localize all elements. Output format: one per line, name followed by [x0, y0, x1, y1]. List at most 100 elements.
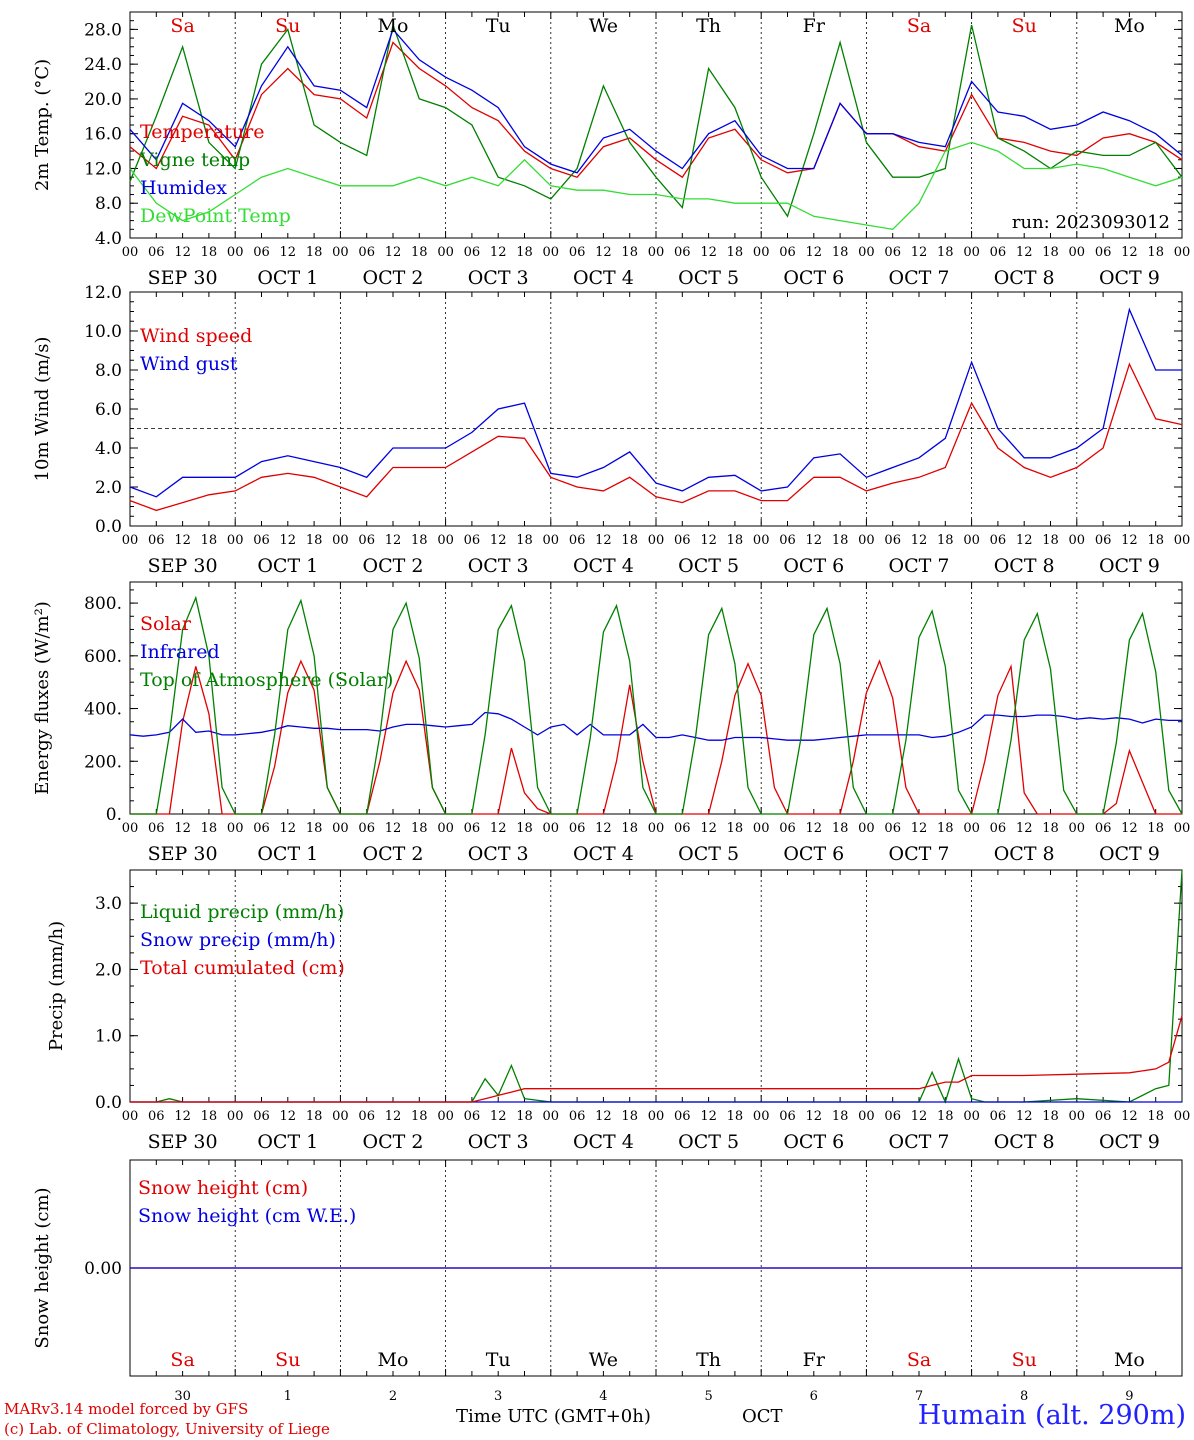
- hour-tick-label: 00: [437, 533, 454, 548]
- date-label: OCT 4: [573, 555, 634, 577]
- legend-entry-2: Wind gust: [140, 353, 238, 375]
- hour-tick-label: 00: [543, 821, 560, 836]
- date-label: OCT 6: [783, 843, 844, 865]
- hour-tick-label: 00: [648, 821, 665, 836]
- hour-tick-label: 12: [1016, 245, 1033, 260]
- y-axis-label: Energy fluxes (W/m²): [32, 601, 53, 795]
- hour-tick-label: 06: [674, 533, 691, 548]
- panel-5: 0.00 Snow height (cm) Snow height (cm) Snow…: [32, 1159, 1183, 1404]
- y-tick-label: 20.0: [84, 90, 122, 110]
- y-tick-label: 6.0: [95, 400, 122, 420]
- hour-tick-label: 12: [280, 821, 297, 836]
- date-label: OCT 2: [363, 267, 424, 289]
- hour-tick-label: 12: [700, 1109, 717, 1124]
- day-name: Fr: [803, 15, 826, 37]
- hour-tick-label: 18: [306, 533, 323, 548]
- y-axis-label: 10m Wind (m/s): [32, 337, 53, 482]
- legend-entry-2: Snow height (cm W.E.): [138, 1205, 356, 1227]
- day-name: Mo: [378, 1349, 409, 1371]
- hour-tick-label: 18: [937, 1109, 954, 1124]
- day-name: Th: [696, 1349, 721, 1371]
- date-label: OCT 1: [257, 267, 318, 289]
- y-tick-label: 600.: [84, 647, 122, 667]
- hour-tick-label: 18: [727, 245, 744, 260]
- date-label: SEP 30: [148, 267, 218, 289]
- date-label: OCT 7: [889, 555, 950, 577]
- hour-tick-label: 06: [253, 821, 270, 836]
- hour-tick-label: 18: [516, 1109, 533, 1124]
- hour-tick-label: 06: [569, 245, 586, 260]
- y-tick-label: 12.0: [84, 283, 122, 303]
- hour-tick-label: 00: [227, 533, 244, 548]
- hour-tick-label: 00: [858, 533, 875, 548]
- date-label: OCT 2: [363, 1131, 424, 1153]
- hour-tick-label: 00: [122, 533, 139, 548]
- hour-tick-label: 18: [621, 821, 638, 836]
- y-tick-label: 2.0: [95, 478, 122, 498]
- day-number: 9: [1125, 1389, 1133, 1404]
- day-name: Fr: [803, 1349, 826, 1371]
- legend-entry-1: Liquid precip (mm/h): [140, 901, 344, 923]
- hour-tick-label: 06: [1095, 821, 1112, 836]
- hour-tick-label: 18: [621, 533, 638, 548]
- hour-tick-label: 12: [595, 245, 612, 260]
- hour-tick-label: 12: [700, 821, 717, 836]
- hour-tick-label: 18: [727, 821, 744, 836]
- hour-tick-label: 00: [1174, 245, 1191, 260]
- hour-tick-label: 06: [569, 533, 586, 548]
- hour-tick-label: 00: [963, 821, 980, 836]
- hour-tick-label: 12: [911, 1109, 928, 1124]
- day-name: Sa: [907, 15, 931, 37]
- hour-tick-label: 12: [174, 245, 191, 260]
- hour-tick-label: 00: [332, 821, 349, 836]
- hour-tick-label: 06: [569, 1109, 586, 1124]
- hour-tick-label: 06: [358, 821, 375, 836]
- hour-tick-label: 06: [990, 1109, 1007, 1124]
- hour-tick-label: 12: [1016, 821, 1033, 836]
- y-tick-label: 800.: [84, 594, 122, 614]
- date-label: OCT 1: [257, 555, 318, 577]
- hour-tick-label: 06: [674, 1109, 691, 1124]
- day-number: 2: [389, 1389, 397, 1404]
- legend-entry-1: Solar: [140, 613, 192, 635]
- hour-tick-label: 06: [1095, 245, 1112, 260]
- hour-tick-label: 00: [332, 1109, 349, 1124]
- hour-tick-label: 12: [911, 821, 928, 836]
- hour-tick-label: 00: [1069, 245, 1086, 260]
- series-line-1: [129, 362, 1183, 512]
- hour-tick-label: 00: [753, 245, 770, 260]
- panel-3: 0. 200. 400. 600. 800. Energy fluxes (W/m²) So…: [32, 581, 1190, 865]
- hour-tick-label: 06: [148, 821, 165, 836]
- panel-4: 0.0 1.0 2.0 3.0 Precip (mm/h) Liquid precip (…: [46, 869, 1190, 1153]
- hour-tick-label: 18: [201, 821, 218, 836]
- day-name: Sa: [170, 15, 194, 37]
- hour-tick-label: 12: [385, 245, 402, 260]
- hour-tick-label: 00: [227, 821, 244, 836]
- run-annotation: run: 2023093012: [1012, 212, 1170, 233]
- hour-tick-label: 00: [1069, 533, 1086, 548]
- date-label: OCT 3: [468, 555, 529, 577]
- hour-tick-label: 12: [174, 821, 191, 836]
- date-label: OCT 3: [468, 1131, 529, 1153]
- series-line-1: [129, 41, 1183, 179]
- date-label: OCT 3: [468, 267, 529, 289]
- date-label: OCT 6: [783, 1131, 844, 1153]
- hour-tick-label: 06: [358, 1109, 375, 1124]
- hour-tick-label: 06: [990, 821, 1007, 836]
- hour-tick-label: 18: [1147, 821, 1164, 836]
- date-label: OCT 5: [678, 843, 739, 865]
- date-label: OCT 8: [994, 843, 1055, 865]
- hour-tick-label: 06: [148, 245, 165, 260]
- hour-tick-label: 00: [648, 1109, 665, 1124]
- hour-tick-label: 00: [122, 1109, 139, 1124]
- hour-tick-label: 06: [253, 1109, 270, 1124]
- hour-tick-label: 06: [1095, 1109, 1112, 1124]
- date-label: OCT 1: [257, 1131, 318, 1153]
- hour-tick-label: 12: [911, 533, 928, 548]
- y-tick-label: 0.00: [84, 1259, 122, 1279]
- series-line-4: [129, 141, 1183, 230]
- hour-tick-label: 00: [543, 245, 560, 260]
- hour-tick-label: 06: [779, 533, 796, 548]
- hour-tick-label: 18: [516, 245, 533, 260]
